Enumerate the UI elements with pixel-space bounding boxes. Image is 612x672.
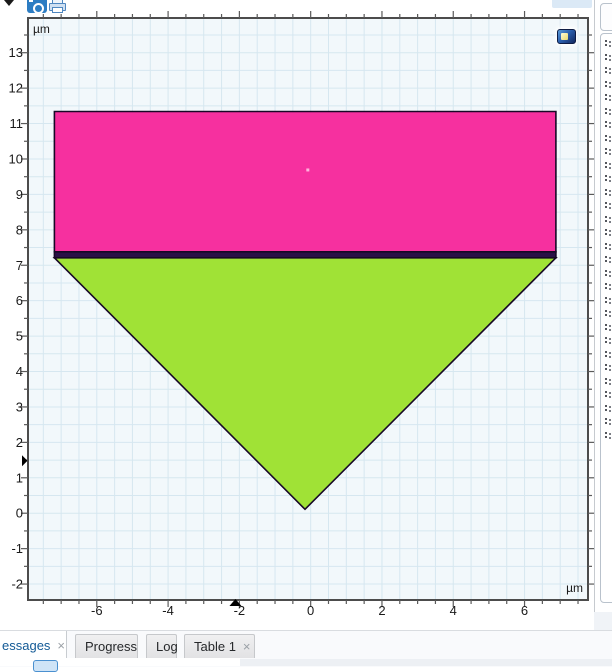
tab-progress[interactable]: Progress [75, 634, 138, 658]
dot-pair [605, 107, 607, 110]
dot-pair [605, 175, 607, 177]
axis-tick-label: 6 [16, 293, 23, 308]
camera-icon [33, 3, 44, 14]
dot-pair [605, 161, 607, 164]
axis-tick-label: 6 [521, 603, 528, 618]
dot-pair [605, 215, 607, 218]
unit-label-top: µm [33, 22, 50, 36]
tab-table-1[interactable]: Table 1 × [184, 634, 255, 658]
messages-content-strip [0, 658, 240, 666]
dot-pair [605, 404, 607, 407]
dot-pair [605, 377, 607, 380]
axis-tick-label: -2 [11, 577, 23, 592]
axis-tick-label: -4 [162, 603, 174, 618]
dot-pair [605, 121, 607, 123]
dot-pair [605, 148, 607, 150]
camera-nub [29, 0, 33, 2]
thin-layer-domain[interactable] [53, 251, 557, 259]
axis-tick-label: -2 [234, 603, 246, 618]
dot-pair [605, 296, 607, 299]
dot-pair [605, 391, 607, 393]
right-panel-toolbar-box [600, 3, 612, 31]
tab-log[interactable]: Log [146, 634, 178, 658]
dot-pair [605, 269, 607, 272]
axis-tick-label: -1 [11, 541, 23, 556]
dot-pair [605, 256, 607, 258]
image-snapshot-button[interactable] [27, 0, 47, 14]
tab-table-1-label: Table 1 [194, 639, 236, 654]
axis-tick-label: 0 [307, 603, 314, 618]
status-strip [240, 659, 612, 666]
snapshot-indicator-icon[interactable] [557, 29, 576, 44]
dot-pair [605, 431, 607, 434]
axis-tick-label: 4 [450, 603, 457, 618]
dot-pair [605, 350, 607, 353]
axis-tick-label: 2 [16, 435, 23, 450]
axis-tick-label: 3 [16, 399, 23, 414]
dot-pair [605, 134, 607, 137]
vertex-point-marker[interactable] [306, 168, 310, 172]
dot-pair [605, 323, 607, 326]
dot-pair [605, 310, 607, 312]
tab-messages[interactable]: essages × [0, 631, 67, 659]
plot-frame [27, 17, 589, 601]
dot-pair [605, 80, 607, 83]
axis-tick-label: 7 [16, 258, 23, 273]
dot-pair [605, 242, 607, 245]
dot-pair [605, 202, 607, 204]
caret-down-icon[interactable] [4, 0, 14, 6]
close-icon[interactable]: × [242, 639, 251, 654]
dot-pair [605, 337, 607, 339]
dot-pair [605, 40, 607, 42]
dot-pair [605, 188, 607, 191]
dot-pair [605, 364, 607, 366]
axis-tick-label: 5 [16, 329, 23, 344]
axis-tick-label: 12 [9, 81, 23, 96]
axis-tick-label: -6 [91, 603, 103, 618]
tab-log-label: Log [156, 639, 178, 654]
close-icon[interactable]: × [57, 637, 66, 653]
dot-pair [605, 229, 607, 231]
snapshot-indicator-inner [561, 33, 568, 40]
dot-pair [605, 94, 607, 96]
tab-messages-label: essages [2, 637, 51, 653]
tip-triangle-domain[interactable] [52, 256, 558, 511]
axis-tick-label: 10 [9, 151, 23, 166]
axis-tick-label: 4 [16, 364, 23, 379]
axis-tick-label: 8 [16, 222, 23, 237]
axis-tick-label: 1 [16, 470, 23, 485]
axis-tick-label: 2 [378, 603, 385, 618]
y-axis-marker[interactable] [22, 455, 28, 467]
messages-toolbar-button[interactable] [33, 660, 58, 672]
printer-paper [52, 7, 63, 13]
dot-pair [605, 67, 607, 69]
axis-tick-label: 11 [10, 116, 24, 131]
x-axis-marker[interactable] [229, 599, 242, 606]
axis-tick-label: 0 [16, 506, 23, 521]
print-button[interactable] [49, 0, 67, 15]
axis-tick-label: 9 [16, 187, 23, 202]
dot-pair [605, 283, 607, 285]
unit-label-bottom: µm [566, 581, 583, 595]
panel-splitter[interactable] [594, 0, 595, 630]
axis-tick-label: 13 [9, 45, 23, 60]
tab-progress-label: Progress [85, 639, 138, 654]
rectangle-domain[interactable] [53, 110, 557, 253]
dot-pair [605, 418, 607, 420]
right-panel-content-box [600, 33, 612, 603]
dot-pair [605, 53, 607, 56]
toolbar-highlight-fragment [552, 0, 592, 8]
